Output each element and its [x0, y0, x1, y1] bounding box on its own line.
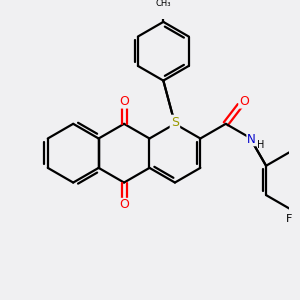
Text: O: O — [239, 95, 249, 108]
Text: F: F — [286, 214, 292, 224]
Text: O: O — [119, 198, 129, 212]
Text: CH₃: CH₃ — [156, 0, 171, 8]
Text: S: S — [171, 117, 179, 130]
Text: H: H — [257, 140, 264, 150]
Text: O: O — [119, 95, 129, 108]
Text: S: S — [171, 116, 179, 129]
Text: N: N — [247, 133, 256, 146]
